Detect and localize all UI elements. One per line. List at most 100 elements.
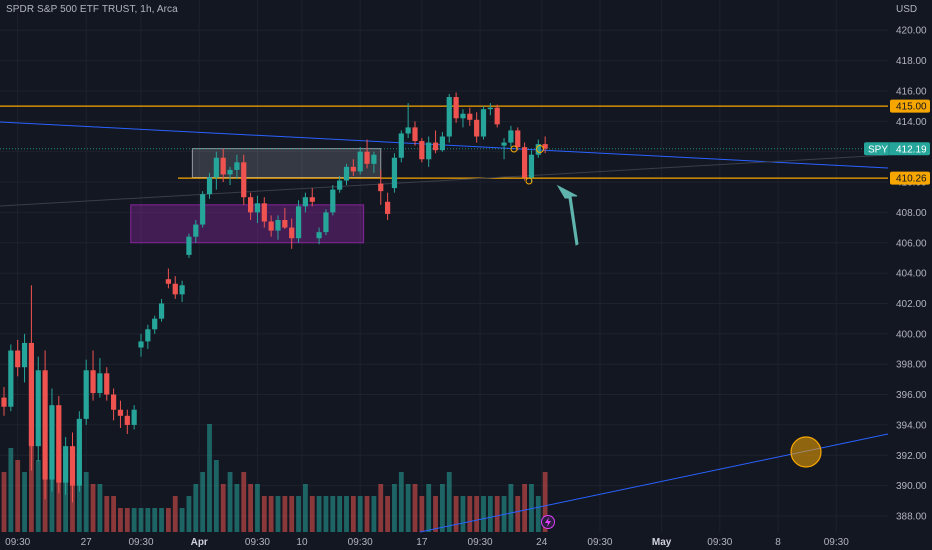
last-price-value: 412.19 [896,144,927,155]
time-tick-label: 10 [296,537,308,548]
volume-bar [104,496,110,532]
candle-body [302,197,308,207]
candle-body [145,329,151,342]
price-tick-label: 398.00 [896,360,927,371]
volume-bar [241,472,247,532]
volume-bar [268,496,274,532]
price-level-tag-label: 410.26 [896,174,927,185]
time-tick-label: 09:30 [348,537,373,548]
volume-bar [275,496,281,532]
candle-body [426,142,432,160]
candle-body [350,166,356,172]
highlight-circle [790,436,822,468]
candle-body [49,405,55,480]
candle-body [248,197,254,213]
volume-bar [405,484,411,532]
candle-body [117,409,124,416]
last-price-tag [864,142,930,156]
time-tick-label: 24 [536,537,548,548]
price-axis[interactable]: USD 388.00 390.00 392.00 394.00 396.00 398.00… [896,4,927,523]
candle-body [193,224,199,237]
candle-body [508,130,514,143]
candle-body [28,342,34,447]
candle-body [111,394,117,410]
candle-body [535,144,541,155]
volume-bar [474,496,480,532]
volume-bar [433,496,438,532]
volume-bar [344,496,349,532]
candle-body [268,221,274,231]
candle-body [152,318,158,330]
candle-body [206,177,213,195]
candles [1,92,548,503]
volume-bar [220,484,226,532]
volume-bar [227,472,233,532]
volume-bar [446,472,452,532]
volume-bar [522,484,527,532]
candle-body [1,397,7,407]
candle-body [138,341,144,348]
candle-body [282,219,288,228]
volume-bar [22,472,27,532]
candle-body [337,180,343,190]
candle-body [522,147,528,178]
candle-body [234,162,240,170]
candle-body [42,370,48,480]
volume-bar [124,508,130,532]
volume-bar [357,496,363,532]
volume-bar [460,496,466,532]
time-tick-label: 09:30 [824,537,849,548]
candle-body [480,109,487,137]
price-tick-label: 390.00 [896,481,927,492]
candle-body [323,212,329,233]
candle-body [241,162,247,198]
price-tick-label: 394.00 [896,420,927,431]
candle-body [124,415,130,425]
drawings[interactable] [0,105,889,533]
price-tick-label: 388.00 [896,512,927,523]
marker-circle [510,145,518,153]
candle-body [97,373,103,394]
volume-bar [166,508,171,532]
time-axis[interactable]: 09:30 27 09:30 Apr 09:30 10 09:30 17 09:30 24 09:3… [5,537,849,548]
volume-bar [529,484,534,532]
volume-bar [207,424,212,532]
candle-body [494,107,500,125]
candle-body [474,119,480,137]
candle-body [432,142,439,151]
price-tick-label: 396.00 [896,390,927,401]
candle-body [63,446,69,483]
time-tick-label: 09:30 [128,537,153,548]
volume-bar [255,484,260,532]
volume-bar [83,472,89,532]
volume-bar [90,484,96,532]
price-tick-label: 416.00 [896,86,927,97]
volume-bar [542,472,548,532]
volume-bar [412,484,418,532]
drawings-front[interactable] [510,145,822,529]
volume-bars [1,412,548,532]
volume-bar [152,508,158,532]
candle-body [227,169,233,175]
candle-body [460,113,466,119]
volume-bar [419,496,425,532]
volume-bar [309,496,315,532]
trend-line-faint [0,154,889,207]
volume-bar [8,448,14,532]
candle-body [398,133,404,158]
time-tick-label: May [652,537,672,548]
price-tick-label: 400.00 [896,329,927,340]
volume-bar [63,472,69,532]
marker-circle [525,177,533,185]
price-tags: 415.00 410.26 SPY 412.19 [864,99,930,185]
volume-bar [467,496,473,532]
candle-body [35,370,41,447]
candle-body [83,370,89,419]
candle-body [515,130,521,148]
price-level-tag-label: 415.00 [896,102,927,113]
candle-body [172,283,178,295]
candle-body [419,141,425,160]
time-tick-label: 27 [81,537,93,548]
volume-bar [131,508,137,532]
